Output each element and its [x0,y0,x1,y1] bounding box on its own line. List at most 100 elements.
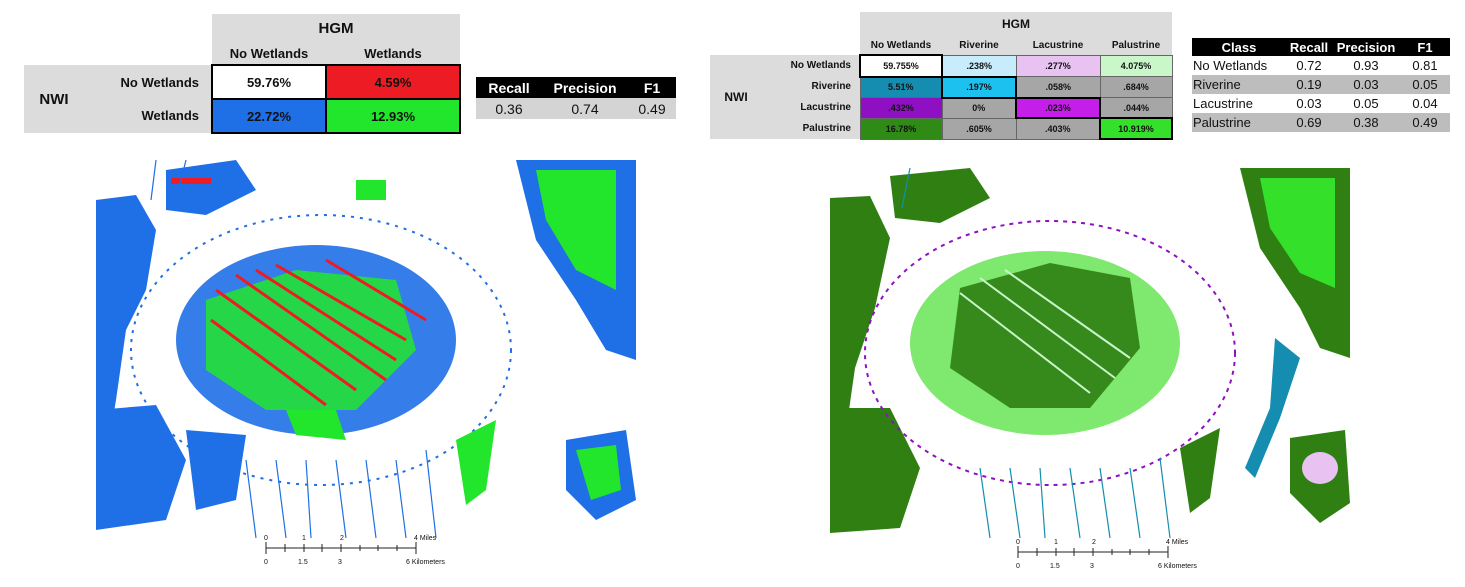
left-map-east-tp [536,170,616,290]
right-cell-2-3: .044% [1099,97,1173,119]
left-metrics-table: Recall Precision F1 0.36 0.74 0.49 [476,77,676,119]
right-row-header-riverine: Riverine [811,81,851,92]
right-metric-header-class: Class [1192,38,1286,56]
right-map-canals [901,168,1171,538]
left-map-north-strips [166,160,256,215]
right-cell-3-2: .403% [1015,117,1101,140]
right-col-header-lacustrine: Lacustrine [1032,39,1084,51]
right-metric-value: 0.05 [1353,96,1379,111]
right-scale-ticks [1017,546,1169,558]
right-cell-0-2: .277% [1015,54,1101,78]
right-metric-header-precision: Precision [1332,38,1400,56]
right-metric-row-label: Riverine [1193,77,1241,92]
right-confusion-matrix: HGM No Wetlands Riverine Lacustrine Palu… [710,12,1173,140]
right-cell-0-3: 4.075% [1099,54,1173,78]
right-map-central-strips [959,269,1131,394]
right-cell-0-0: 59.755% [859,54,943,78]
left-map-tp-patch [356,180,386,200]
left-map-central-tp [206,270,416,410]
right-row-header-lacustrine: Lacustrine [800,102,851,113]
right-metric-row-label: Palustrine [1193,115,1251,130]
right-row-header-no-wetlands: No Wetlands [790,60,851,71]
right-metric-value: 0.49 [1412,115,1438,130]
right-scale-mile-1: 1 [1054,539,1058,546]
right-metric-value: 0.93 [1353,58,1379,73]
right-metric-header-f1: F1 [1400,38,1450,56]
right-scale-mile-4: 4 Miles [1166,539,1189,546]
left-scale-mile-0: 0 [264,535,268,542]
right-metrics-table: Class Recall Precision F1 No Wetlands 0.… [1192,38,1450,132]
right-metric-row-label: No Wetlands [1193,58,1268,73]
left-map-south-island [286,410,346,440]
right-metric-header-recall: Recall [1286,38,1332,56]
right-metric-value: 0.04 [1412,96,1438,111]
left-metric-precision: 0.74 [571,100,599,117]
right-cell-3-3: 10.919% [1099,117,1173,140]
left-metric-header-precision: Precision [542,77,628,98]
left-wetland-map [96,160,636,538]
left-row-header-no-wetlands: No Wetlands [120,75,200,90]
right-metric-value: 0.81 [1412,58,1438,73]
left-cell-tp: 12.93% [325,98,461,134]
right-metric-value: 0.38 [1353,115,1379,130]
right-cell-1-2: .058% [1015,76,1101,99]
right-map-river [1190,168,1320,538]
right-map-north-strips [890,168,990,223]
left-map-southeast-tp [576,445,621,500]
right-map-lacustrine-lake [1302,452,1338,484]
right-scale-mile-2: 2 [1092,539,1096,546]
left-scale-km-6: 6 Kilometers [406,559,445,566]
left-scale-km-1: 1.5 [298,559,308,566]
right-cell-1-0: 5.51% [859,76,943,99]
right-cell-3-0: 16.78% [859,117,943,140]
left-map-west-lobe [456,420,496,505]
right-matrix-top-label: HGM [860,12,1172,36]
right-row-group-label: NWI [724,90,748,104]
right-wetland-map [830,168,1350,538]
right-metric-value: 0.19 [1296,77,1322,92]
left-map-south-patch [186,430,246,510]
left-metric-header-recall: Recall [476,77,542,98]
left-cell-tn: 59.76% [211,64,327,100]
right-map-west-block [830,196,890,468]
left-scale-ticks [265,542,417,554]
right-metric-value: 0.03 [1296,96,1322,111]
left-col-header-no-wetlands: No Wetlands [212,42,326,65]
right-col-header-riverine: Riverine [959,39,999,51]
left-scale-km-0: 0 [264,559,268,566]
right-map-oxbow-ring [864,220,1236,486]
right-metric-value: 0.03 [1353,77,1379,92]
left-scale-mile-2: 2 [340,535,344,542]
right-scale-km-6: 6 Kilometers [1158,563,1197,570]
right-map-east-light [1260,178,1335,288]
left-scale-mile-4: 4 Miles [414,535,437,542]
right-scale-mile-0: 0 [1016,539,1020,546]
right-scale-km-1: 1.5 [1050,563,1060,570]
left-metric-header-f1: F1 [628,77,676,98]
left-col-header-wetlands: Wetlands [326,42,460,65]
right-cell-3-1: .605% [941,117,1017,140]
left-row-header-wetlands: Wetlands [141,108,199,123]
right-map-southwest-block [830,408,920,533]
right-row-header-palustrine: Palustrine [802,123,851,134]
right-metric-value: 0.69 [1296,115,1322,130]
right-cell-0-1: .238% [941,54,1017,78]
left-scale-km-3: 3 [338,559,342,566]
right-map-west-lobe [1180,428,1220,513]
right-col-header-palustrine: Palustrine [1111,39,1161,51]
right-map-central-dark [950,263,1140,408]
right-cell-2-0: .432% [859,97,943,119]
right-cell-1-1: .197% [941,75,1017,99]
right-scale-km-3: 3 [1090,563,1094,570]
left-map-southwest-block [96,405,186,530]
right-scale-bar: 0 1 2 4 Miles 0 1.5 3 6 Kilometers [1016,539,1197,570]
left-matrix-top-label: HGM [212,14,460,42]
left-metric-recall: 0.36 [495,100,523,117]
left-map-river [466,160,596,538]
left-map-canals [150,160,437,538]
right-cell-2-1: 0% [941,97,1017,119]
left-confusion-matrix: HGM No Wetlands Wetlands NWI No Wetlands… [24,14,461,134]
left-cell-fn: 22.72% [211,98,327,134]
right-col-header-no-wetlands: No Wetlands [870,39,932,51]
left-map-fp-patch [171,178,211,184]
